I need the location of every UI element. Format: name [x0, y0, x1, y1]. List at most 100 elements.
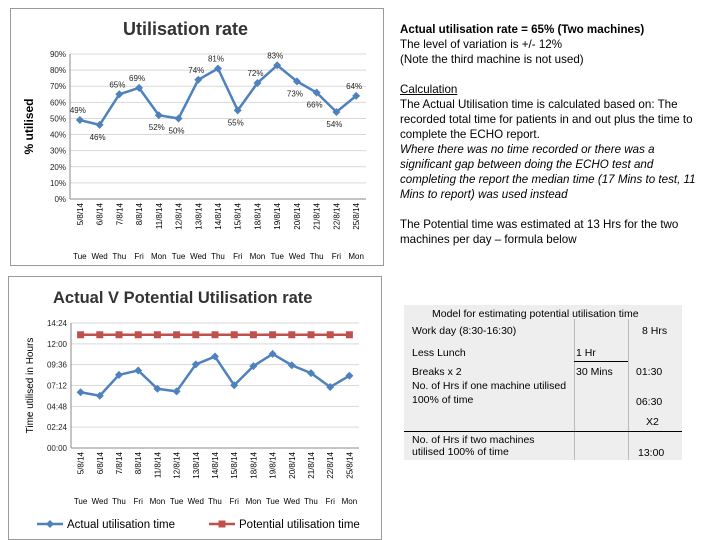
day-label: Tue [266, 497, 280, 506]
data-point [153, 331, 161, 339]
x-tick-label: 25/8/14 [352, 202, 361, 229]
data-point [194, 75, 203, 84]
data-point [345, 371, 354, 380]
data-point [192, 331, 200, 339]
x-tick-label: 19/8/14 [269, 451, 278, 478]
x-tick-label: 7/8/14 [115, 451, 124, 474]
data-point [253, 79, 262, 87]
data-point [115, 370, 123, 379]
data-point [95, 391, 104, 400]
data-point [172, 387, 181, 396]
day-label: Tue [270, 252, 284, 261]
data-point [326, 331, 334, 339]
data-point [288, 331, 296, 339]
third-machine-note: (Note the third machine is not used) [400, 53, 584, 66]
data-point [76, 388, 85, 397]
data-label: 74% [188, 66, 204, 75]
breaks-mins: 30 Mins [576, 366, 613, 378]
data-point [249, 362, 258, 371]
actual-rate-note: Actual utilisation rate = 65% (Two machi… [400, 23, 645, 36]
legend-label: Actual utilisation time [67, 519, 175, 531]
data-point [115, 331, 123, 339]
day-label: Fri [134, 252, 144, 261]
data-point [307, 369, 315, 378]
day-label: Tue [73, 252, 87, 261]
day-label: Tue [170, 497, 184, 506]
x-tick-label: 12/8/14 [173, 451, 182, 478]
day-label: Wed [190, 252, 206, 261]
day-label: Thu [208, 497, 222, 506]
data-label: 64% [346, 82, 362, 91]
day-label: Wed [289, 252, 305, 261]
one-machine-label: No. of Hrs if one machine utilised [412, 380, 567, 392]
data-point [135, 83, 144, 92]
x-tick-label: 20/8/14 [288, 451, 297, 478]
data-label: 49% [70, 106, 86, 115]
data-point [307, 331, 315, 339]
breaks-label: Breaks x 2 [412, 366, 462, 378]
legend-label: Potential utilisation time [239, 519, 360, 531]
day-label: Thu [112, 497, 126, 506]
model-title: Model for estimating potential utilisati… [432, 308, 639, 320]
calculation-note: Where there was no time recorded or ther… [400, 143, 696, 201]
y-tick-label: 50% [50, 114, 66, 123]
day-label: Mon [150, 497, 166, 506]
chart-title: Actual V Potential Utilisation rate [53, 289, 312, 307]
day-label: Mon [250, 252, 266, 261]
data-point [211, 331, 219, 339]
x-tick-label: 12/8/14 [175, 202, 184, 229]
data-label: 69% [129, 74, 145, 83]
data-point [191, 360, 200, 369]
one-machine-value: 06:30 [636, 396, 663, 408]
x-tick-label: 5/8/14 [77, 451, 86, 474]
x-tick-label: 13/8/14 [194, 202, 203, 229]
data-label: 66% [307, 101, 323, 110]
data-label: 72% [247, 69, 263, 78]
x-tick-label: 14/8/14 [211, 451, 220, 478]
y-tick-label: 40% [50, 131, 66, 140]
x-tick-label: 18/8/14 [249, 451, 258, 478]
x-tick-label: 22/8/14 [332, 202, 341, 229]
x-tick-label: 6/8/14 [96, 202, 105, 225]
data-point [115, 90, 124, 99]
y-tick-label: 90% [50, 50, 66, 59]
calculation-text: The Actual Utilisation time is calculate… [400, 98, 693, 141]
y-tick-label: 20% [50, 163, 66, 172]
two-machines-label: No. of Hrs if two machines [412, 434, 535, 446]
day-label: Thu [304, 497, 318, 506]
data-point [153, 384, 162, 393]
x-tick-label: 15/8/14 [230, 451, 239, 478]
day-label: Mon [246, 497, 262, 506]
data-point [134, 366, 143, 375]
x-tick-label: 13/8/14 [192, 451, 201, 478]
x-tick-label: 25/8/14 [345, 451, 354, 478]
data-point [332, 108, 341, 116]
two-machines-value: 13:00 [638, 447, 665, 459]
data-point [268, 349, 277, 358]
day-label: Wed [284, 497, 300, 506]
data-point [287, 361, 296, 370]
data-point [174, 114, 183, 123]
y-tick-label: 04:48 [47, 402, 68, 411]
data-label: 50% [169, 126, 185, 135]
y-tick-label: 07:12 [47, 382, 68, 391]
x-tick-label: 8/8/14 [134, 451, 143, 474]
actual-v-potential-plot: Actual V Potential Utilisation rate Time … [25, 289, 360, 531]
lunch-label: Less Lunch [412, 347, 466, 359]
workday-value: 8 Hrs [642, 325, 668, 337]
data-point [230, 381, 239, 390]
data-point [326, 383, 335, 392]
y-tick-label: 0% [54, 195, 66, 204]
workday-label: Work day (8:30-16:30) [412, 325, 517, 337]
y-tick-label: 00:00 [47, 444, 68, 453]
data-point [154, 111, 163, 120]
calculation-heading: Calculation [400, 83, 458, 96]
day-label: Tue [74, 497, 88, 506]
x-tick-label: 8/8/14 [135, 202, 144, 225]
data-point [345, 331, 353, 339]
legend-marker [46, 520, 54, 528]
data-point [211, 352, 219, 361]
two-machines-label-2: utilised 100% of time [412, 446, 509, 458]
data-point [75, 116, 84, 125]
x-tick-label: 14/8/14 [214, 202, 223, 229]
